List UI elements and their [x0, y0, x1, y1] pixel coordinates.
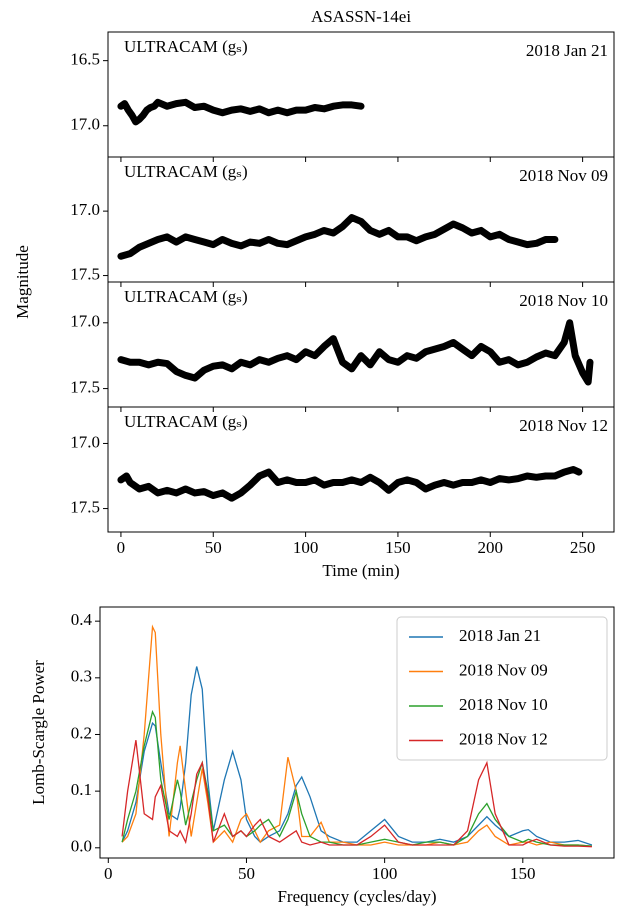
x-axis-label: Time (min) — [322, 561, 399, 580]
panel-date: 2018 Nov 09 — [519, 166, 608, 185]
x-tick-label: 250 — [570, 538, 596, 557]
series-line — [121, 666, 593, 846]
x-tick-label: 100 — [293, 538, 319, 557]
legend-box — [396, 616, 608, 761]
panel-label: ULTRACAM (gₛ) — [124, 412, 248, 431]
x-axis-label: Frequency (cycles/day) — [277, 887, 436, 906]
x-tick-label: 50 — [205, 538, 222, 557]
panel-date: 2018 Nov 12 — [519, 416, 608, 435]
series-line — [121, 709, 592, 847]
x-tick-label: 150 — [510, 864, 536, 883]
y-axis-label: Lomb-Scargle Power — [29, 660, 48, 805]
series-line — [121, 740, 592, 848]
y-tick-label: 17.5 — [70, 264, 100, 283]
light-curve — [117, 319, 594, 386]
x-tick-label: 0 — [104, 864, 113, 883]
x-tick-label: 200 — [478, 538, 504, 557]
y-tick-label: 0.0 — [71, 837, 92, 856]
legend-label: 2018 Nov 10 — [459, 695, 548, 714]
legend-label: 2018 Nov 09 — [459, 660, 548, 679]
y-tick-label: 16.5 — [70, 50, 100, 69]
chart-title: ASASSN-14ei — [311, 7, 411, 26]
y-tick-label: 17.0 — [70, 312, 100, 331]
y-tick-label: 17.0 — [70, 115, 100, 134]
plot-frame — [107, 406, 615, 533]
light-curve — [117, 214, 559, 260]
x-tick-label: 50 — [238, 864, 255, 883]
x-tick-label: 0 — [117, 538, 126, 557]
y-tick-label: 0.4 — [71, 610, 93, 629]
panel-date: 2018 Nov 10 — [519, 291, 608, 310]
y-tick-label: 17.5 — [70, 497, 100, 516]
light-curve — [117, 466, 583, 502]
y-tick-label: 0.3 — [71, 667, 92, 686]
y-tick-label: 0.1 — [71, 780, 92, 799]
panel-date: 2018 Jan 21 — [526, 41, 608, 60]
light-curve — [117, 98, 365, 126]
y-axis-label: Magnitude — [13, 245, 32, 319]
y-tick-label: 0.2 — [71, 723, 92, 742]
y-tick-label: 17.5 — [70, 377, 100, 396]
y-tick-label: 17.0 — [70, 432, 100, 451]
legend-label: 2018 Jan 21 — [459, 626, 541, 645]
panel-label: ULTRACAM (gₛ) — [124, 37, 248, 56]
panel-label: ULTRACAM (gₛ) — [124, 162, 248, 181]
y-tick-label: 17.0 — [70, 200, 100, 219]
panel-label: ULTRACAM (gₛ) — [124, 287, 248, 306]
x-tick-label: 150 — [385, 538, 411, 557]
plot-frame — [99, 606, 615, 859]
legend-label: 2018 Nov 12 — [459, 729, 548, 748]
x-tick-label: 100 — [372, 864, 398, 883]
